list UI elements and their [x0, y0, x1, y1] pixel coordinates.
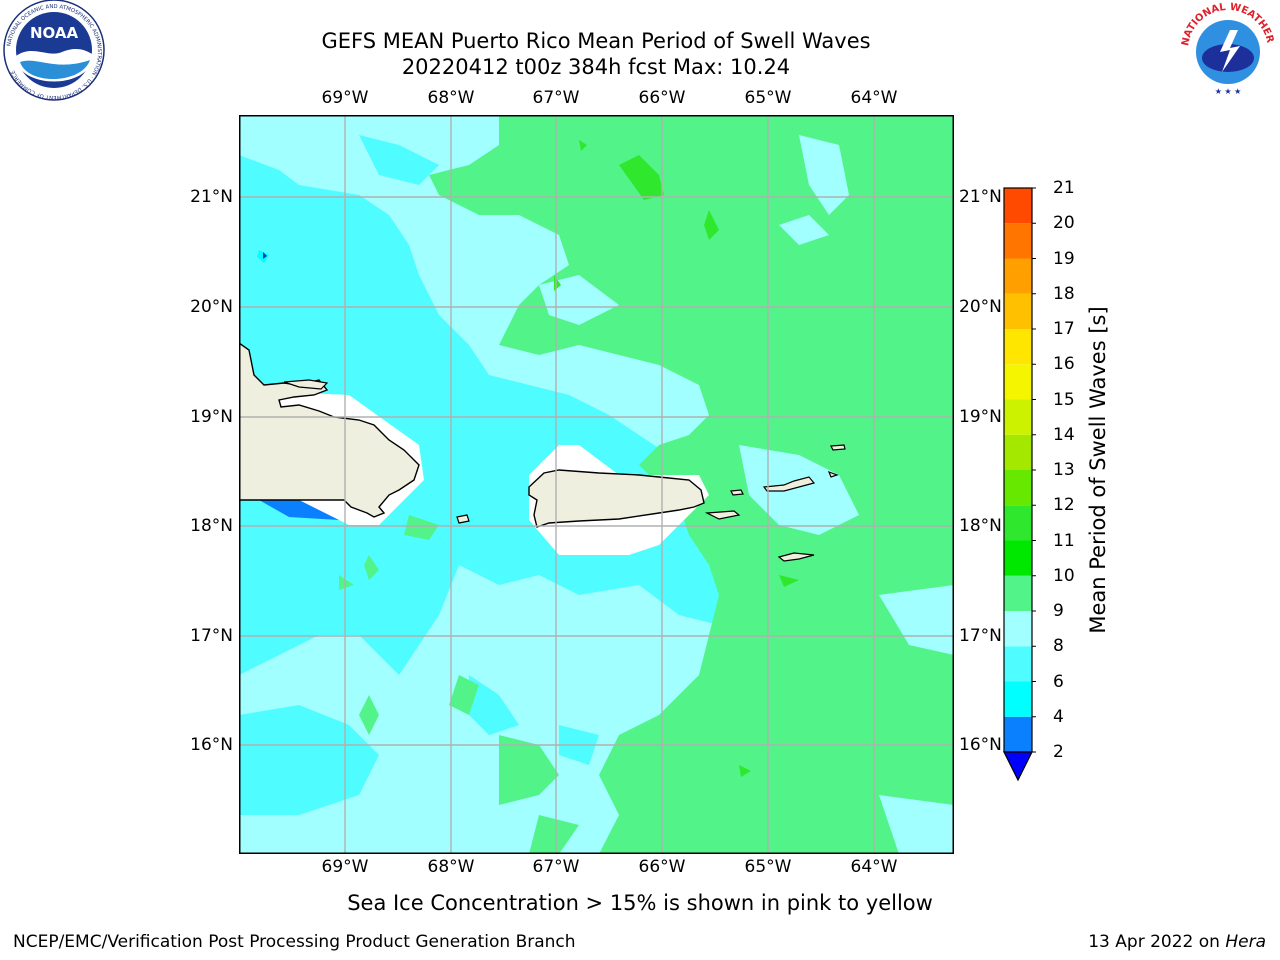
lat-label-right: 18°N	[959, 516, 1002, 536]
colorbar-extend-triangle	[1003, 751, 1033, 782]
lat-label-left: 19°N	[190, 407, 233, 427]
colorbar-tick-label: 16	[1053, 354, 1075, 375]
virgin-islands	[762, 476, 816, 492]
lon-label-top: 66°W	[638, 88, 686, 108]
date-label: 13 Apr 2022 on	[1088, 932, 1226, 952]
mona-island	[456, 514, 470, 524]
culebra-island	[730, 489, 744, 496]
lat-label-right: 19°N	[959, 407, 1002, 427]
colorbar-tick-label: 2	[1053, 742, 1064, 762]
noaa-wordmark: NOAA	[30, 24, 79, 42]
colorbar-segment	[1004, 399, 1032, 435]
svg-text:★ ★ ★: ★ ★ ★	[1215, 87, 1242, 96]
colorbar-segment	[1004, 540, 1032, 576]
lat-label-right: 16°N	[959, 735, 1002, 755]
lon-label-top: 69°W	[321, 88, 369, 108]
nws-logo: NATIONAL WEATHER SERVICE ★ ★ ★	[1178, 0, 1276, 96]
sombrero-island	[830, 444, 846, 451]
sea-ice-footnote: Sea Ice Concentration > 15% is shown in …	[347, 891, 933, 915]
colorbar-segment	[1004, 681, 1032, 717]
colorbar-segment	[1004, 223, 1032, 259]
chart-subtitle: 20220412 t00z 384h fcst Max: 10.24	[401, 55, 791, 79]
colorbar-tick-label: 21	[1053, 178, 1075, 198]
host-name: Hera	[1225, 932, 1266, 952]
chart-title: GEFS MEAN Puerto Rico Mean Period of Swe…	[321, 29, 871, 53]
lat-label-right: 20°N	[959, 297, 1002, 317]
lat-label-left: 16°N	[190, 735, 233, 755]
puerto-rico-land	[528, 469, 705, 528]
lon-label-bottom: 67°W	[532, 857, 580, 877]
colorbar-segment	[1004, 716, 1032, 752]
noaa-logo: NOAA NATIONAL OCEANIC AND ATMOSPHERIC AD…	[3, 0, 105, 101]
colorbar-segment	[1004, 434, 1032, 470]
colorbar-tick-label: 10	[1053, 565, 1075, 586]
colorbar	[1003, 187, 1036, 782]
colorbar-tick-label: 13	[1053, 460, 1075, 480]
lon-label-bottom: 66°W	[638, 857, 686, 877]
lon-label-bottom: 68°W	[427, 857, 475, 877]
lon-label-top: 68°W	[427, 88, 475, 108]
st-croix-island	[777, 552, 815, 562]
colorbar-segment	[1004, 575, 1032, 611]
lat-label-left: 20°N	[190, 297, 233, 317]
gridlines	[239, 115, 954, 854]
lat-label-left: 21°N	[190, 187, 233, 207]
lon-label-top: 67°W	[532, 88, 580, 108]
lat-label-right: 21°N	[959, 187, 1002, 207]
band-8-9-patches	[239, 115, 954, 854]
tortuga-island	[283, 379, 329, 390]
colorbar-segment	[1004, 293, 1032, 329]
colorbar-segment	[1004, 258, 1032, 294]
colorbar-segments	[1004, 188, 1032, 752]
colorbar-tick-label: 18	[1053, 283, 1075, 304]
colorbar-segment	[1004, 329, 1032, 365]
colorbar-tick-label: 12	[1053, 495, 1075, 516]
map-frame	[239, 115, 954, 854]
colorbar-tick-label: 15	[1053, 389, 1075, 410]
lon-label-bottom: 65°W	[744, 857, 792, 877]
colorbar-segment	[1004, 505, 1032, 541]
colorbar-segment	[1004, 470, 1032, 506]
vieques-island	[704, 510, 741, 520]
colorbar-tick-label: 6	[1053, 671, 1064, 692]
colorbar-tick-label: 20	[1053, 213, 1075, 234]
anegada-island	[827, 470, 839, 478]
colorbar-segment	[1004, 188, 1032, 224]
credit-text: NCEP/EMC/Verification Post Processing Pr…	[13, 932, 576, 952]
colorbar-tick-label: 19	[1053, 248, 1075, 269]
colorbar-tick-label: 4	[1053, 706, 1064, 727]
colorbar-segment	[1004, 364, 1032, 400]
colorbar-tick-label: 17	[1053, 319, 1075, 339]
colorbar-segment	[1004, 611, 1032, 647]
colorbar-tick-label: 14	[1053, 424, 1075, 445]
lat-label-left: 17°N	[190, 626, 233, 646]
lon-label-bottom: 64°W	[850, 857, 898, 877]
swell-period-map	[239, 115, 954, 854]
colorbar-segment	[1004, 646, 1032, 682]
lat-label-right: 17°N	[959, 626, 1002, 646]
colorbar-tick-label: 8	[1053, 636, 1064, 657]
band-2-dot	[263, 252, 267, 259]
lon-label-top: 65°W	[744, 88, 792, 108]
date-text: 13 Apr 2022 on Hera	[1088, 932, 1266, 952]
lon-label-top: 64°W	[850, 88, 898, 108]
lat-label-left: 18°N	[190, 516, 233, 536]
lon-label-bottom: 69°W	[321, 857, 369, 877]
colorbar-tick-label: 11	[1053, 530, 1075, 551]
colorbar-tickmarks	[1032, 187, 1036, 753]
colorbar-label: Mean Period of Swell Waves [s]	[1086, 306, 1110, 634]
colorbar-tick-label: 9	[1053, 601, 1064, 621]
